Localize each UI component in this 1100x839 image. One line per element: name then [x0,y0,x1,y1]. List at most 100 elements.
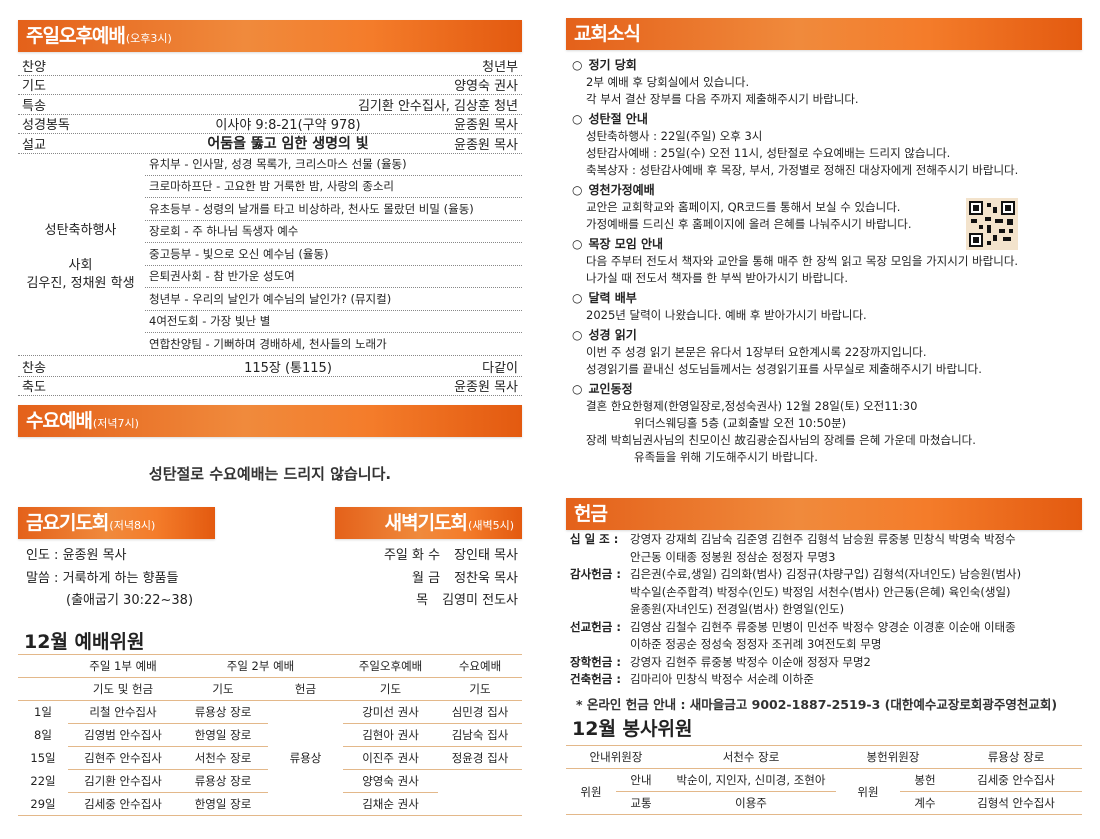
news-item: ○ 성경 읽기 이번 주 성경 읽기 본문은 유다서 1장부터 요한계시록 22장까… [572,327,1082,378]
news-line: 나가실 때 전도서 책자를 한 부씩 받아가시기 바랍니다. [586,271,849,285]
host-names: 김우진, 정채원 학생 [26,276,135,291]
offering-names-line: 강영자 강재희 김남숙 김준영 김현주 김형석 남승원 류중봉 민창식 박명숙 … [630,532,1016,546]
wednesday-header: 수요예배 (저녁7시) [18,405,522,437]
order-label: 찬송 [22,360,46,376]
offering-names-line: 강영자 김현주 류중봉 박정수 이순애 정정자 무명2 [630,654,871,669]
qr-code-icon[interactable] [966,198,1018,250]
friday-sermon: 말씀 : 거룩하게 하는 향품들 [26,570,179,586]
bullet-icon: ○ [572,112,583,126]
news-item: ○ 교인동정 결혼 한요한형제(한영일장로,정성숙권사) 12월 28일(토) 오전… [572,381,1082,466]
first-service-prayer: 리철 안수집사 [68,700,178,724]
program-item: 크로마하프단 - 고요한 밤 거룩한 밤, 사랑의 종소리 [145,176,522,198]
date: 29일 [18,792,68,816]
news-line: 2부 예배 후 당회실에서 있습니다. [586,75,750,89]
order-content: 115장 (통115) [244,360,332,376]
order-label: 성경봉독 [22,118,70,134]
date: 1일 [34,705,52,720]
order-row: 축도 윤종원 목사 [18,377,522,396]
offering-header: 헌금 [566,498,1082,530]
program-item: 청년부 - 우리의 날인가 예수님의 날인가? (뮤지컬) [145,288,522,311]
offering-names-line: 김마리아 민창식 박정수 서순례 이하준 [630,672,814,686]
offering-category: 장학헌금 : 강영자 김현주 류중봉 박정수 이순애 정정자 무명2 [570,654,1082,672]
bullet-icon: ○ [572,58,583,72]
sub-header: 기도 [178,677,268,701]
offering-category: 감사헌금 : 김은권(수료,생일) 김의화(범사) 김정규(차량구입) 김형석(자… [570,566,1082,619]
first-service-prayer: 김세중 안수집사 [68,792,178,816]
news-line-continued: 유족들을 위해 기도해주시기 바랍니다. [634,450,818,464]
service-committee-title: 12월 봉사위원 [572,718,693,740]
friday-header: 금요기도회 (저녁8시) [18,507,215,539]
program-label-area: 성탄축하행사 사회 김우진, 정채원 학생 [18,153,143,355]
date: 22일 [30,774,56,788]
service-committee-table: 안내위원장 서천수 장로 봉헌위원장 류용상 장로 위원 안내 박순이, 지인자… [566,745,1082,815]
online-offering-info: * 온라인 헌금 안내 : 새마을금고 9002-1887-2519-3 (대한… [576,697,1058,712]
offering-names-line: 윤종원(자녀인도) 전경일(범사) 한영일(인도) [630,602,845,616]
program-item: 중고등부 - 빛으로 오신 예수님 (율동) [145,243,522,266]
offer-chair: 류용상 장로 [950,745,1082,769]
news-heading-text: 정기 당회 [588,58,637,72]
dawn-leader-row: 월 금 정찬욱 목사 [384,568,518,591]
news-line: 성탄감사예배 : 25일(수) 오전 11시, 성탄절로 수요예배는 드리지 않… [586,146,951,160]
section-time: (오후3시) [125,32,172,45]
order-row: 기도 양영숙 권사 [18,76,522,95]
dawn-leader: 장인태 목사 [454,548,518,563]
order-person: 다같이 [482,360,518,376]
program-item: 장로회 - 주 하나님 독생자 예수 [145,221,522,243]
offering-category: 십 일 조 : 강영자 강재희 김남숙 김준영 김현주 김형석 남승원 류중봉 민… [570,531,1082,566]
news-heading: ○ 영천가정예배 [572,182,1082,199]
order-person: 김기환 안수집사, 김상훈 청년 [357,98,518,114]
offering-names: 강영자 강재희 김남숙 김준영 김현주 김형석 남승원 류중봉 민창식 박명숙 … [630,531,1016,566]
news-line: 이번 주 성경 읽기 본문은 유다서 1장부터 요한계시록 22장까지입니다. [586,345,927,359]
date: 15일 [30,751,56,765]
count-members: 김형석 안수집사 [950,791,1082,815]
table-row: 1일 리철 안수집사 류용상 장로 류용상 강미선 권사 심민경 집사 [18,700,522,816]
offering-category: 건축헌금 : 김마리아 민창식 박정수 서순례 이하준 [570,671,1082,689]
order-person: 양영숙 권사 [454,79,518,95]
news-heading-text: 달력 배부 [588,291,637,305]
bullet-icon: ○ [572,328,583,342]
news-heading: ○ 교인동정 [572,381,1082,398]
second-service-prayer: 류용상 장로 [178,769,268,793]
friday-leader: 인도 : 윤종원 목사 [26,548,127,563]
group-header-row: 주일 1부 예배 주일 2부 예배 주일오후예배 수요예배 [18,654,522,678]
order-row: 설교 어둠을 뚫고 임한 생명의 빛 윤종원 목사 [18,134,522,154]
offer-chair-label: 봉헌위원장 [836,745,950,769]
table-row: 22일 김기환 안수집사 류용상 장로 양영숙 권사 [18,769,522,793]
section-title: 금요기도회 [26,512,109,534]
order-label: 축도 [22,380,46,396]
section-title: 수요예배 [26,410,93,432]
offering-names-line: 김은권(수료,생일) 김의화(범사) 김정규(차량구입) 김형석(자녀인도) 남… [630,567,1022,581]
christmas-program: 성탄축하행사 사회 김우진, 정채원 학생 유치부 - 인사말, 성경 목록가,… [18,153,522,356]
section-title: 헌금 [574,503,608,525]
program-item: 유치부 - 인사말, 성경 목록가, 크리스마스 선물 (율동) [145,153,522,176]
news-line: 성탄축하행사 : 22일(주일) 오후 3시 [586,129,763,143]
pm-service-prayer: 양영숙 권사 [343,769,438,793]
dawn-leader-row: 목 김영미 전도사 [384,590,518,613]
offering-names-line: 안근동 이태종 정봉원 정삼순 정정자 무명3 [630,549,836,564]
dawn-days: 목 [416,593,429,608]
news-line: 성경읽기를 끝내신 성도님들께서는 성경읽기표를 사무실로 제출해주시기 바랍니… [586,362,982,376]
offering-names: 김마리아 민창식 박정수 서순례 이하준 [630,671,814,689]
offer-members: 김세중 안수집사 [950,768,1082,792]
dawn-days: 월 금 [412,570,441,586]
offering-list: 십 일 조 : 강영자 강재희 김남숙 김준영 김현주 김형석 남승원 류중봉 민… [570,531,1082,689]
news-line-continued: 위더스웨딩홀 5층 (교회출발 오전 10:50분) [634,416,847,430]
pm-service-prayer: 이진주 권사 [343,746,438,770]
table-row: 29일 김세중 안수집사 한영일 장로 김채순 권사 [18,792,522,816]
news-heading-text: 영천가정예배 [588,183,655,197]
sub-header: 기도 및 헌금 [68,677,178,701]
dawn-leader-row: 주일 화 수 장인태 목사 [384,545,518,568]
news-heading-text: 교인동정 [588,382,633,396]
dawn-leader: 정찬욱 목사 [454,570,518,586]
group-header: 수요예배 [438,654,522,678]
pm-service-prayer: 강미선 권사 [343,700,438,724]
order-person: 윤종원 목사 [454,118,518,134]
table-row: 8일 김영범 안수집사 한영일 장로 김현아 권사 김남숙 집사 [18,723,522,747]
news-line: 결혼 한요한형제(한영일장로,정성숙권사) 12월 28일(토) 오전11:30 [586,399,918,413]
group-header: 주일오후예배 [343,654,438,678]
qr-code-graphic [969,201,1015,247]
section-title: 주일오후예배 [26,25,126,47]
news-heading: ○ 정기 당회 [572,57,1082,74]
date: 8일 [34,728,52,742]
offering-names: 김은권(수료,생일) 김의화(범사) 김정규(차량구입) 김형석(자녀인도) 남… [630,566,1021,619]
